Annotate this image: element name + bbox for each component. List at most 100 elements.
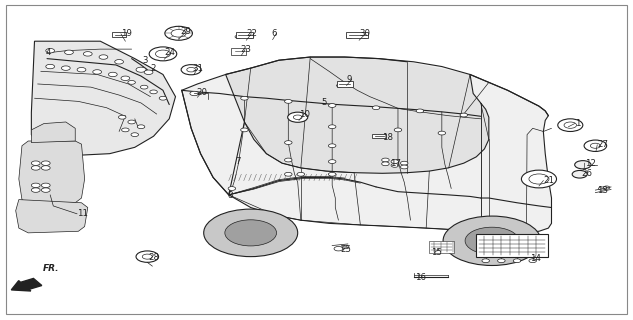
Circle shape (32, 166, 40, 170)
Circle shape (248, 35, 254, 38)
Text: FR.: FR. (42, 264, 59, 273)
Text: 14: 14 (530, 254, 541, 263)
Circle shape (41, 161, 50, 165)
Circle shape (329, 144, 336, 148)
Circle shape (460, 113, 468, 117)
Circle shape (416, 109, 423, 113)
Bar (230, 48, 246, 54)
Text: 4: 4 (46, 48, 51, 57)
Text: 9: 9 (347, 75, 352, 84)
Circle shape (118, 115, 126, 119)
Circle shape (181, 65, 201, 75)
Bar (429, 241, 454, 253)
Circle shape (46, 64, 54, 69)
Circle shape (128, 120, 135, 124)
Circle shape (529, 259, 536, 263)
Circle shape (150, 90, 158, 94)
Circle shape (41, 183, 50, 188)
Circle shape (401, 161, 408, 165)
Circle shape (165, 26, 192, 40)
Circle shape (160, 96, 166, 100)
Circle shape (347, 84, 353, 87)
Circle shape (382, 162, 389, 166)
Circle shape (382, 158, 389, 162)
Circle shape (394, 128, 402, 132)
Circle shape (443, 216, 541, 266)
Circle shape (599, 187, 605, 190)
Text: 1: 1 (575, 119, 580, 128)
Circle shape (190, 91, 199, 96)
Circle shape (32, 183, 40, 188)
Text: 17: 17 (391, 159, 401, 168)
Text: 15: 15 (431, 248, 442, 257)
Circle shape (575, 161, 591, 169)
Circle shape (513, 259, 521, 263)
Circle shape (285, 100, 292, 103)
Polygon shape (32, 41, 175, 155)
Text: 31: 31 (192, 64, 203, 73)
Circle shape (77, 68, 86, 72)
Text: 16: 16 (415, 273, 427, 282)
Circle shape (329, 125, 336, 129)
Circle shape (438, 131, 446, 135)
Circle shape (337, 84, 343, 87)
Text: 21: 21 (543, 176, 555, 185)
Circle shape (149, 47, 177, 61)
Circle shape (235, 35, 241, 38)
Text: 19: 19 (121, 29, 132, 38)
Circle shape (285, 172, 292, 176)
Circle shape (372, 106, 380, 110)
Circle shape (41, 166, 50, 170)
Circle shape (121, 76, 130, 81)
Text: 8: 8 (227, 191, 233, 200)
Bar (346, 32, 368, 38)
Circle shape (343, 245, 349, 249)
Circle shape (41, 188, 50, 192)
Text: 10: 10 (299, 109, 310, 119)
Circle shape (285, 158, 292, 162)
Bar (337, 81, 353, 86)
Circle shape (131, 133, 139, 137)
Text: 28: 28 (149, 253, 160, 262)
Circle shape (465, 227, 519, 254)
Circle shape (93, 70, 101, 74)
Circle shape (558, 119, 583, 132)
Text: 13: 13 (598, 186, 608, 195)
Circle shape (329, 160, 336, 164)
Circle shape (65, 50, 73, 54)
Circle shape (241, 128, 248, 132)
Circle shape (401, 165, 408, 169)
Circle shape (498, 259, 505, 263)
Text: 22: 22 (246, 29, 257, 38)
Circle shape (329, 104, 336, 108)
Circle shape (32, 188, 40, 192)
Circle shape (225, 220, 277, 246)
Polygon shape (32, 122, 75, 143)
Circle shape (329, 172, 336, 176)
Circle shape (572, 171, 587, 178)
Text: 7: 7 (235, 157, 241, 166)
Circle shape (584, 140, 606, 151)
Text: 26: 26 (581, 169, 592, 178)
Polygon shape (182, 57, 551, 232)
Circle shape (482, 259, 489, 263)
Circle shape (141, 85, 148, 89)
Circle shape (115, 60, 123, 64)
Text: 18: 18 (382, 133, 393, 142)
Circle shape (128, 81, 135, 84)
Text: 12: 12 (585, 159, 596, 168)
Text: 30: 30 (359, 29, 370, 38)
Text: 29: 29 (180, 27, 191, 36)
Text: 6: 6 (272, 29, 277, 38)
Circle shape (241, 96, 248, 100)
Circle shape (297, 172, 304, 176)
Circle shape (228, 187, 235, 190)
Circle shape (285, 141, 292, 144)
Bar (235, 32, 253, 38)
Text: 23: 23 (240, 45, 251, 54)
Circle shape (61, 66, 70, 70)
Circle shape (46, 49, 54, 53)
Text: 3: 3 (142, 56, 147, 65)
Bar (476, 235, 548, 257)
Text: 24: 24 (165, 48, 176, 57)
